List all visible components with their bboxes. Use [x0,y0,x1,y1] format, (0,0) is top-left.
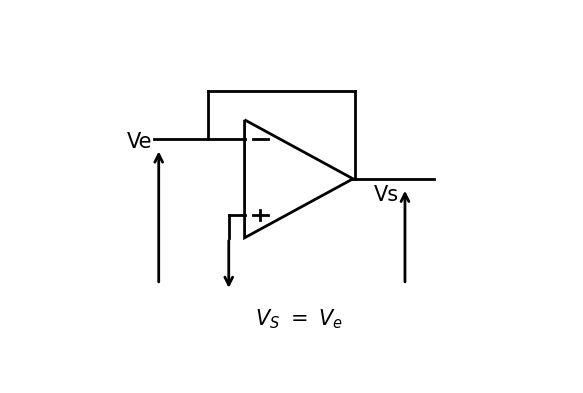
Text: Vs: Vs [373,185,398,206]
Text: Ve: Ve [127,132,153,152]
Text: $V_S \ = \ V_e$: $V_S \ = \ V_e$ [255,308,343,331]
